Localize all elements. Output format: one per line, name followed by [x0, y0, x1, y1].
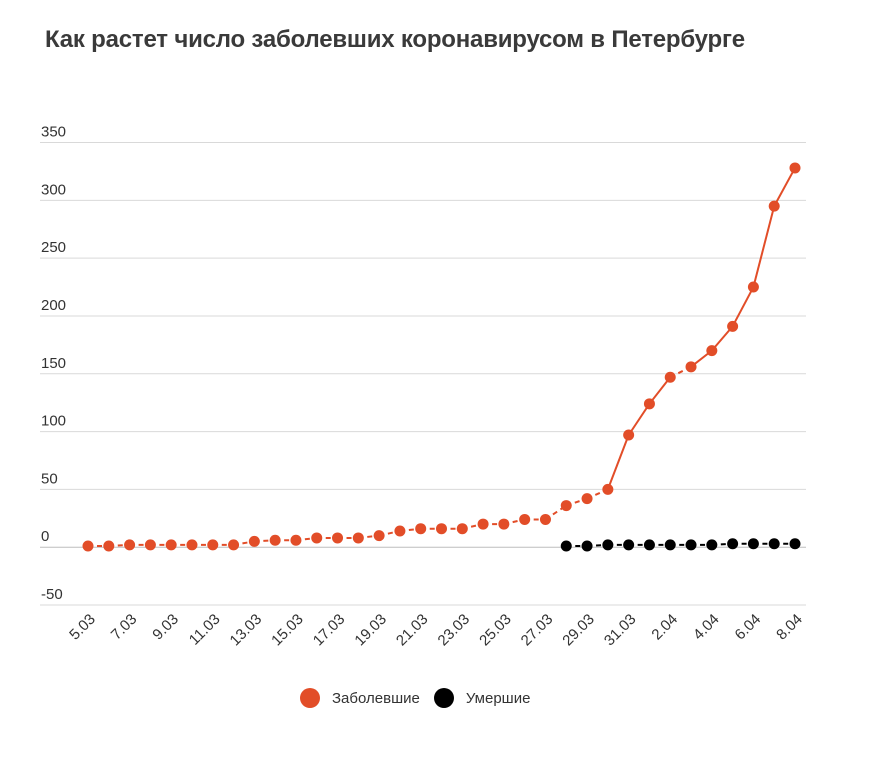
y-tick-label: 350: [41, 124, 66, 141]
series-deaths-point: [602, 539, 614, 551]
series-cases-segment: [731, 286, 755, 327]
x-tick-label: 27.03: [518, 611, 557, 650]
x-tick-label: 7.03: [108, 611, 141, 644]
series-deaths-point: [789, 538, 801, 550]
x-tick-label: 23.03: [435, 611, 474, 650]
series-cases-point: [477, 518, 489, 530]
series-cases-segment: [752, 205, 776, 288]
y-tick-label: -50: [41, 586, 63, 603]
chart-title: Как растет число заболевших коронавирусо…: [45, 26, 745, 53]
legend-dot-deaths: [433, 688, 454, 708]
series-cases-point: [186, 539, 198, 551]
series-cases-point: [228, 539, 240, 551]
series-cases-point: [706, 345, 718, 357]
series-cases-point: [352, 532, 364, 544]
legend-dot-cases: [300, 688, 320, 708]
series-cases-point: [664, 371, 676, 383]
series-deaths-point: [706, 539, 718, 551]
series-deaths-point: [560, 540, 572, 552]
x-tick-label: 19.03: [351, 611, 390, 650]
series-cases-point: [144, 539, 156, 551]
series-cases-point: [747, 281, 759, 293]
y-tick-label: 50: [41, 470, 58, 487]
series-cases-point: [519, 513, 531, 525]
series-cases-segment: [773, 167, 796, 207]
y-tick-label: 250: [41, 239, 66, 256]
series-deaths-point: [643, 539, 655, 551]
x-tick-label: 17.03: [310, 611, 349, 650]
x-tick-label: 15.03: [268, 611, 307, 650]
series-deaths-point: [623, 539, 635, 551]
y-tick-label: 0: [41, 528, 49, 545]
y-tick-label: 300: [41, 181, 66, 198]
x-tick-label: 29.03: [559, 611, 598, 650]
series-cases-point: [248, 535, 260, 547]
series-cases-point: [685, 361, 697, 373]
series-cases-point: [373, 530, 385, 542]
series-cases-point: [602, 483, 614, 495]
legend-item-deaths[interactable]: Умершие: [433, 688, 531, 708]
series-cases-segment: [627, 403, 651, 436]
series-cases-segment: [648, 376, 672, 405]
chart-legend: Заболевшие Умершие: [300, 688, 544, 708]
series-cases-point: [311, 532, 323, 544]
legend-label-deaths: Умершие: [465, 689, 531, 707]
series-cases-point: [394, 525, 406, 537]
x-tick-label: 2.04: [648, 611, 681, 644]
series-cases-point: [82, 540, 94, 552]
series-cases-point: [789, 162, 801, 174]
series-cases-point: [436, 523, 447, 535]
y-tick-label: 200: [41, 297, 66, 314]
series-deaths-point: [768, 538, 780, 550]
series-cases-point: [539, 513, 551, 525]
y-tick-label: 100: [41, 413, 66, 430]
series-cases-point: [207, 539, 219, 551]
x-tick-label: 8.04: [773, 611, 806, 644]
series-cases-point: [456, 523, 468, 535]
series-deaths-point: [581, 540, 593, 552]
series-deaths-point: [664, 539, 676, 551]
series-deaths-point: [685, 539, 697, 551]
series-cases-point: [332, 532, 344, 544]
series-cases-point: [290, 534, 302, 546]
series-cases-point: [269, 534, 281, 546]
series-cases-point: [623, 429, 635, 441]
y-tick-label: 150: [41, 355, 66, 372]
x-tick-label: 25.03: [476, 611, 515, 650]
series-deaths-point: [747, 538, 759, 550]
x-tick-label: 6.04: [732, 611, 765, 644]
legend-label-cases: Заболевшие: [332, 689, 420, 707]
x-tick-label: 9.03: [149, 611, 182, 644]
x-tick-label: 5.03: [66, 611, 99, 644]
series-cases-point: [124, 539, 136, 551]
series-cases-segment: [606, 434, 630, 490]
series-cases-point: [560, 500, 572, 512]
series-cases-point: [581, 493, 593, 505]
x-tick-label: 11.03: [186, 611, 224, 649]
series-cases-point: [415, 523, 427, 535]
x-tick-label: 4.04: [690, 611, 723, 644]
x-tick-label: 21.03: [393, 611, 432, 650]
x-tick-label: 13.03: [227, 611, 266, 650]
series-cases-point: [165, 539, 177, 551]
x-tick-label: 31.03: [601, 611, 640, 650]
series-cases-point: [498, 518, 510, 530]
series-cases-point: [643, 398, 655, 410]
series-cases-point: [103, 540, 115, 552]
series-cases-point: [727, 320, 739, 332]
series-cases-point: [768, 200, 780, 212]
legend-item-cases[interactable]: Заболевшие: [300, 688, 420, 708]
series-deaths-point: [727, 538, 739, 550]
